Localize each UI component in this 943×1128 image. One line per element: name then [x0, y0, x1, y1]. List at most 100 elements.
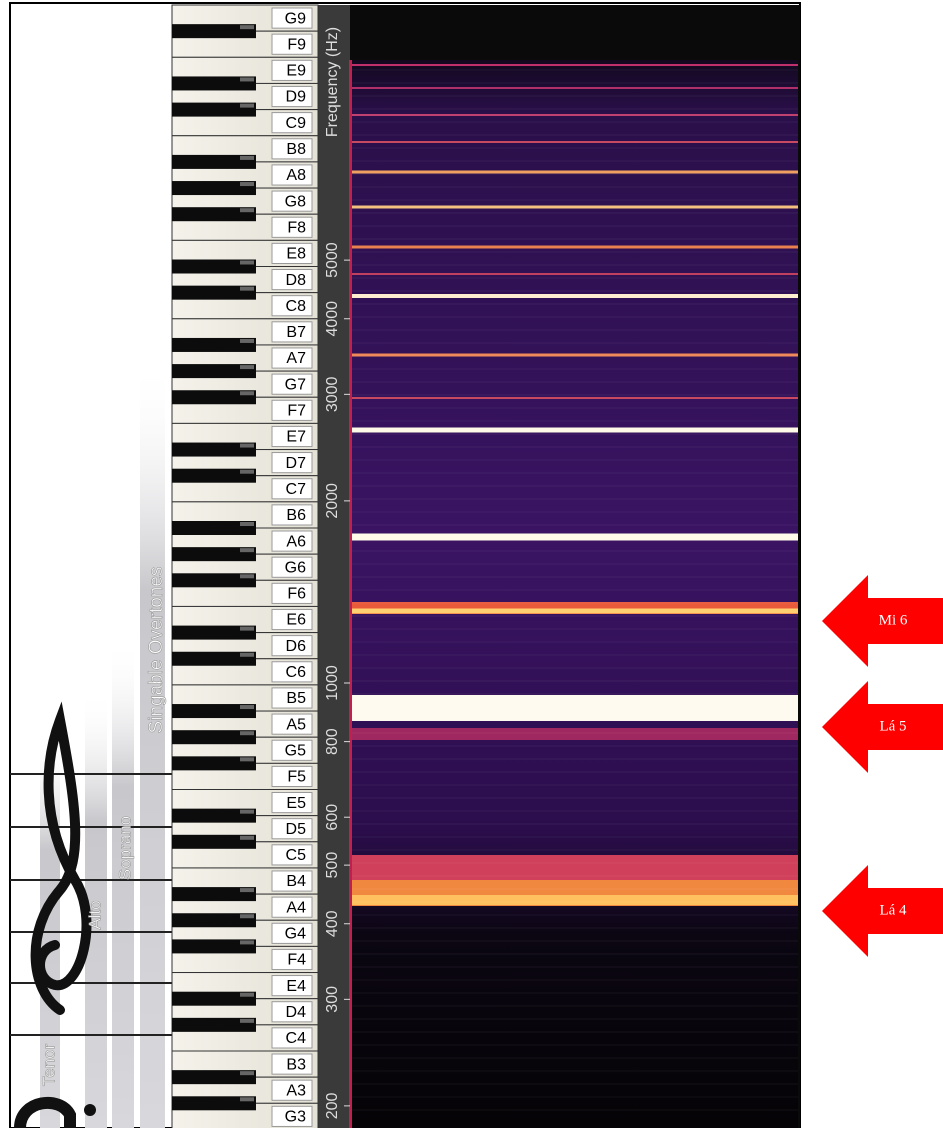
note-label: E5: [286, 795, 306, 812]
harmonic-band: [352, 397, 798, 399]
black-key-shine: [240, 1019, 254, 1023]
black-key-shine: [240, 470, 254, 474]
black-key-shine: [240, 1097, 254, 1101]
page: TenorAltoSopranoSingable Overtones G9F9E…: [0, 0, 943, 1128]
harmonic-band: [352, 695, 798, 721]
annotation-label: Lá 4: [879, 902, 907, 918]
note-label: F8: [287, 219, 306, 236]
annotation-label: Mi 6: [879, 612, 908, 628]
black-key-shine: [240, 182, 254, 186]
frequency-tick-label: 400: [324, 910, 341, 937]
note-label: C6: [286, 664, 307, 681]
harmonic-band: [352, 87, 798, 89]
black-key-shine: [240, 914, 254, 918]
black-key-shine: [240, 548, 254, 552]
black-key-shine: [240, 993, 254, 997]
note-label: F7: [287, 403, 306, 420]
frequency-tick-label: 200: [324, 1092, 341, 1119]
note-label: B6: [286, 507, 306, 524]
harmonic-band: [352, 206, 798, 209]
black-key-shine: [240, 444, 254, 448]
black-key-shine: [240, 1071, 254, 1075]
note-label: E6: [286, 612, 306, 629]
note-label: G7: [285, 376, 306, 393]
note-label: A8: [286, 167, 306, 184]
black-key-shine: [240, 522, 254, 526]
voice-range-bar: [112, 640, 134, 1128]
screenshot: TenorAltoSopranoSingable Overtones G9F9E…: [0, 0, 943, 1128]
axis-title: Frequency (Hz): [324, 27, 341, 137]
note-label: D6: [286, 638, 307, 655]
frequency-tick-label: 1000: [324, 665, 341, 701]
note-label: A5: [286, 716, 306, 733]
voice-range-label: Soprano: [115, 816, 134, 880]
black-key-shine: [240, 757, 254, 761]
note-label: C7: [286, 481, 307, 498]
black-key-shine: [240, 653, 254, 657]
harmonic-band: [352, 64, 798, 66]
note-label: F9: [287, 36, 306, 53]
harmonic-band: [352, 428, 798, 433]
harmonic-band: [352, 114, 798, 116]
black-key-shine: [240, 731, 254, 735]
frequency-tick-label: 300: [324, 986, 341, 1013]
black-key-shine: [240, 705, 254, 709]
black-key-shine: [240, 261, 254, 265]
harmonic-band: [352, 534, 798, 541]
note-label: C8: [286, 298, 307, 315]
black-key-shine: [240, 940, 254, 944]
frequency-tick-label: 500: [324, 852, 341, 879]
frequency-tick-label: 600: [324, 804, 341, 831]
note-label: E4: [286, 978, 306, 995]
note-label: G6: [285, 559, 306, 576]
black-key-shine: [240, 208, 254, 212]
note-label: F5: [287, 769, 306, 786]
black-key-shine: [240, 391, 254, 395]
harmonic-band: [352, 728, 798, 740]
note-label: B3: [286, 1056, 306, 1073]
note-label: D7: [286, 455, 307, 472]
harmonic-band: [352, 895, 798, 905]
black-key-shine: [240, 836, 254, 840]
spectrogram: [350, 60, 798, 1128]
note-label: G9: [285, 10, 306, 27]
note-label: B4: [286, 873, 306, 890]
note-label: G3: [285, 1109, 306, 1126]
black-key-shine: [240, 287, 254, 291]
note-label: B5: [286, 690, 306, 707]
note-label: G5: [285, 742, 306, 759]
black-key-shine: [240, 888, 254, 892]
black-key-shine: [240, 810, 254, 814]
note-label: B8: [286, 141, 306, 158]
clef-dot: [84, 1104, 96, 1116]
harmonic-band: [352, 171, 798, 174]
note-label: F6: [287, 586, 306, 603]
note-label: E8: [286, 246, 306, 263]
voice-range-label: Singable Overtones: [146, 567, 167, 734]
black-key-shine: [240, 25, 254, 29]
note-label: C4: [286, 1030, 307, 1047]
harmonic-band: [352, 246, 798, 249]
frequency-tick-label: 3000: [324, 376, 341, 412]
note-label: D4: [286, 1004, 307, 1021]
note-label: D8: [286, 272, 307, 289]
note-label: A3: [286, 1082, 306, 1099]
spectrogram-edge: [349, 60, 352, 1128]
harmonic-band: [352, 609, 798, 614]
note-label: D9: [286, 89, 307, 106]
note-label: C9: [286, 115, 307, 132]
black-key-shine: [240, 574, 254, 578]
harmonic-band: [352, 273, 798, 275]
frequency-tick-label: 4000: [324, 301, 341, 337]
frequency-tick-label: 5000: [324, 242, 341, 278]
harmonic-band: [352, 294, 798, 298]
note-label: A6: [286, 533, 306, 550]
frequency-tick-label: 800: [324, 728, 341, 755]
note-label: A4: [286, 899, 306, 916]
annotation-label: Lá 5: [879, 718, 906, 734]
voice-range-label: Tenor: [39, 1043, 58, 1086]
black-key-shine: [240, 339, 254, 343]
black-key-shine: [240, 365, 254, 369]
note-label: C5: [286, 847, 307, 864]
frequency-axis-bg: [318, 5, 350, 1128]
